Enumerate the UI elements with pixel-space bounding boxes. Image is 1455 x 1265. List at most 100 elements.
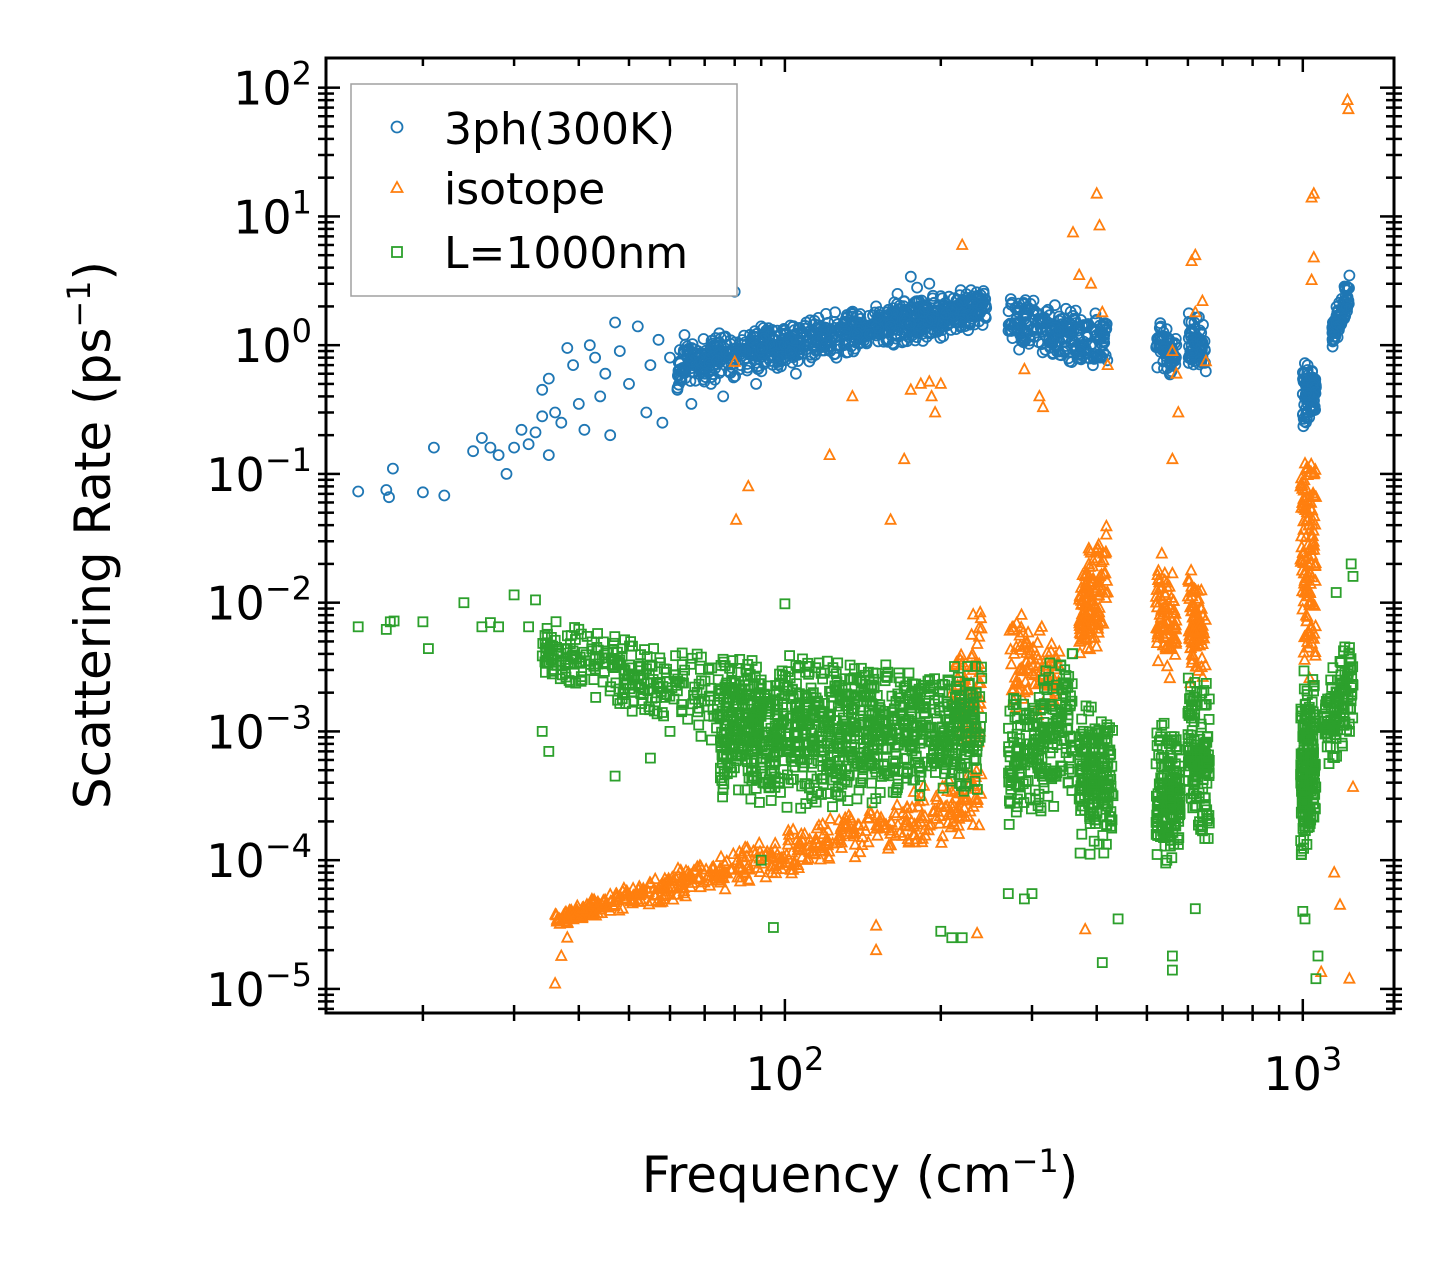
square-point (1183, 755, 1195, 767)
circle-point (1300, 387, 1313, 400)
series-2 (352, 558, 1359, 985)
square-point (1003, 722, 1014, 734)
circle-point (1017, 307, 1030, 320)
square-point (736, 731, 747, 743)
square-point (1196, 699, 1208, 710)
triangle-point (1006, 622, 1020, 635)
square-point (760, 752, 772, 764)
triangle-point (795, 833, 809, 846)
circle-point (703, 352, 715, 365)
circle-point (854, 312, 867, 325)
triangle-point (1086, 614, 1100, 627)
square-point (676, 647, 688, 659)
circle-point (652, 333, 665, 346)
square-point (914, 790, 926, 802)
circle-point (1045, 323, 1057, 336)
circle-point (904, 270, 917, 283)
square-point (869, 763, 881, 774)
triangle-point (742, 873, 756, 886)
circle-point (604, 429, 617, 442)
circle-point (966, 290, 979, 303)
square-point (976, 672, 988, 684)
triangle-point (632, 879, 646, 892)
square-point (599, 666, 610, 677)
square-point (942, 674, 954, 686)
square-point (1156, 786, 1168, 797)
square-point (948, 756, 960, 767)
circle-point (889, 329, 902, 342)
square-point (573, 623, 585, 635)
square-point (1088, 800, 1100, 811)
square-point (797, 708, 808, 719)
circle-point (849, 336, 861, 349)
square-point (693, 719, 705, 731)
square-point (976, 661, 987, 673)
square-point (900, 680, 912, 692)
triangle-point (673, 877, 687, 890)
triangle-point (1302, 594, 1316, 608)
triangle-point (1073, 634, 1086, 647)
square-point (1195, 718, 1207, 730)
triangle-point (881, 841, 895, 854)
triangle-point (1155, 546, 1169, 559)
square-point (1151, 803, 1163, 815)
square-point (717, 791, 728, 803)
square-point (806, 757, 817, 769)
circle-point (798, 340, 811, 353)
square-point (1056, 684, 1068, 696)
square-point (771, 746, 783, 758)
triangle-point (812, 818, 826, 831)
square-point (685, 658, 697, 670)
circle-point (671, 383, 684, 396)
square-point (923, 722, 935, 734)
square-point (941, 741, 953, 753)
square-point (614, 658, 625, 670)
triangle-point (1306, 535, 1320, 549)
square-point (668, 693, 680, 705)
triangle-point (1033, 623, 1046, 636)
square-point (776, 665, 788, 677)
triangle-point (833, 833, 847, 846)
circle-point (1194, 333, 1207, 346)
triangle-point (1022, 639, 1035, 653)
square-point (1015, 719, 1026, 731)
triangle-point (970, 792, 984, 805)
circle-point (854, 321, 867, 334)
square-point (591, 642, 603, 653)
series-1 (548, 92, 1360, 989)
triangle-point (1184, 563, 1198, 576)
circle-point (674, 373, 686, 386)
square-point (967, 692, 979, 704)
square-point (1003, 819, 1015, 830)
square-point (954, 759, 966, 770)
triangle-point (653, 895, 667, 908)
triangle-point (784, 862, 798, 875)
square-point (874, 787, 886, 798)
square-point (855, 747, 867, 759)
triangle-point (1010, 675, 1024, 688)
triangle-point (1077, 602, 1091, 615)
triangle-point (1093, 218, 1106, 231)
circle-point (1011, 301, 1024, 313)
circle-point (705, 377, 717, 390)
triangle-point (589, 908, 603, 921)
circle-point (599, 367, 612, 380)
circle-point (1065, 336, 1077, 349)
triangle-point (1083, 641, 1097, 655)
square-point (1168, 765, 1180, 777)
triangle-point (1305, 636, 1319, 649)
triangle-point (839, 820, 853, 833)
square-point (1039, 682, 1050, 694)
square-point (860, 691, 872, 702)
square-point (633, 665, 644, 677)
square-point (626, 705, 638, 717)
square-point (902, 766, 913, 778)
circle-point (1339, 283, 1351, 296)
square-point (857, 770, 869, 782)
square-point (942, 731, 954, 743)
triangle-point (845, 388, 859, 402)
circle-point (1014, 328, 1026, 341)
triangle-point (1185, 655, 1199, 668)
triangle-point (603, 903, 617, 916)
square-point (964, 677, 975, 689)
